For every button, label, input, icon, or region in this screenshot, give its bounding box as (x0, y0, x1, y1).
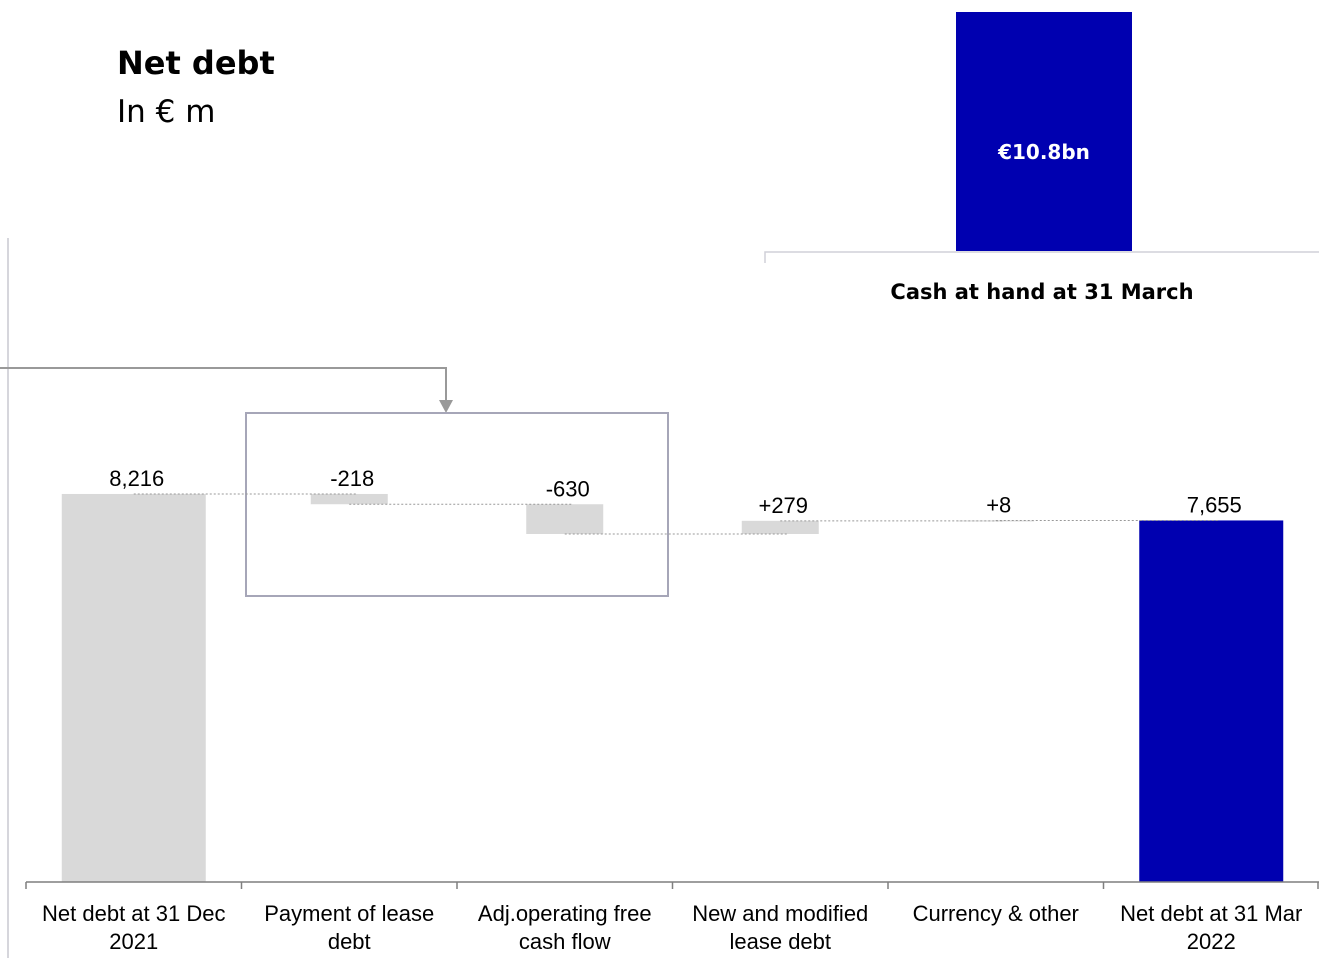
cash-panel-separator (764, 251, 1319, 263)
value-label-4: +279 (758, 493, 808, 518)
callout-arrow-line (0, 367, 447, 402)
bar-3 (526, 504, 604, 535)
bar-6 (1139, 520, 1284, 882)
chart-unit-subtitle: In € m (117, 94, 216, 130)
chart-decorations (0, 238, 1319, 958)
connector-layer (133, 493, 1220, 535)
value-label-3: -630 (546, 476, 590, 501)
category-label-3: Adj.operating free cash flow (478, 901, 652, 954)
value-label-1: 8,216 (109, 466, 164, 491)
arrow-head-icon (439, 400, 453, 413)
bar-4 (741, 520, 819, 535)
category-label-6: Net debt at 31 Mar 2022 (1120, 901, 1302, 954)
category-label-2: Payment of lease debt (264, 901, 434, 954)
category-label-5: Currency & other (913, 901, 1079, 926)
x-axis: Net debt at 31 Dec 2021 Payment of lease de… (25, 881, 1319, 954)
category-label-4: New and modified lease debt (692, 901, 868, 954)
bar-layer (61, 493, 1284, 882)
chart-title: Net debt (117, 44, 275, 82)
value-label-2: -218 (330, 466, 374, 491)
cash-at-hand-bar (956, 12, 1132, 251)
value-label-layer: 8,216 -218 -630 +279 +8 7,655 (109, 466, 1242, 518)
bar-1 (61, 493, 206, 882)
value-label-5: +8 (986, 492, 1011, 517)
cash-at-hand-value: €10.8bn (998, 140, 1090, 164)
cash-at-hand-caption: Cash at hand at 31 March (890, 280, 1194, 304)
highlight-frame (245, 412, 669, 597)
category-label-1: Net debt at 31 Dec 2021 (42, 901, 225, 954)
value-label-6: 7,655 (1187, 492, 1242, 517)
bar-2 (310, 493, 388, 505)
